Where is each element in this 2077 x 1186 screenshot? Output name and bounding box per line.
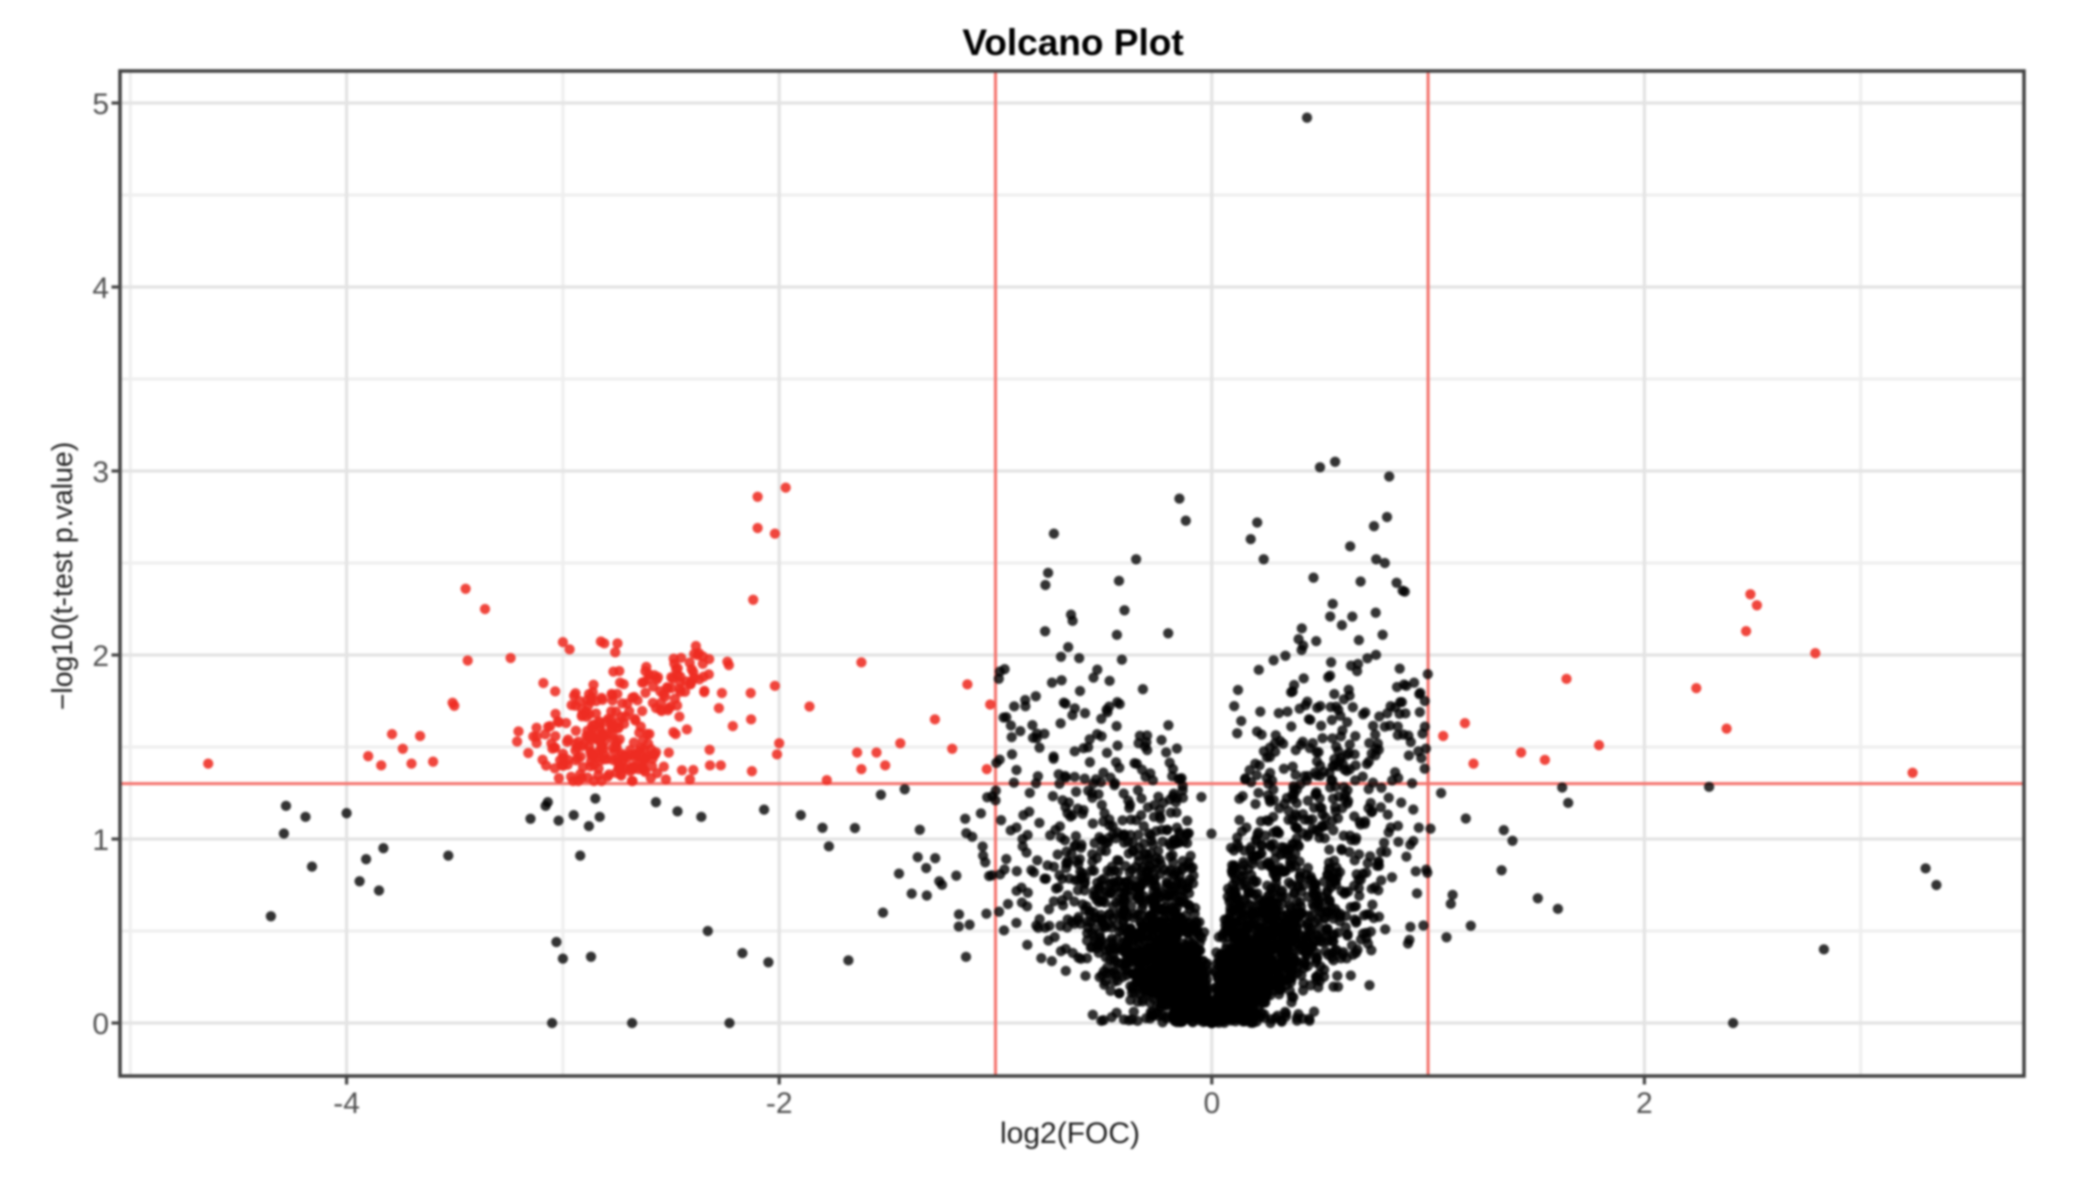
- svg-text:4: 4: [92, 272, 109, 305]
- svg-text:-4: -4: [333, 1087, 360, 1120]
- svg-text:Volcano Plot: Volcano Plot: [962, 22, 1183, 63]
- svg-text:3: 3: [92, 456, 109, 489]
- svg-text:-2: -2: [766, 1087, 793, 1120]
- svg-text:1: 1: [92, 824, 109, 857]
- svg-text:5: 5: [92, 88, 109, 121]
- svg-text:2: 2: [1636, 1087, 1653, 1120]
- svg-text:0: 0: [92, 1008, 109, 1041]
- svg-text:2: 2: [92, 640, 109, 673]
- svg-text:log2(FOC): log2(FOC): [1000, 1117, 1140, 1150]
- svg-text:0: 0: [1203, 1087, 1220, 1120]
- svg-text:−log10(t-test p.value): −log10(t-test p.value): [47, 442, 79, 711]
